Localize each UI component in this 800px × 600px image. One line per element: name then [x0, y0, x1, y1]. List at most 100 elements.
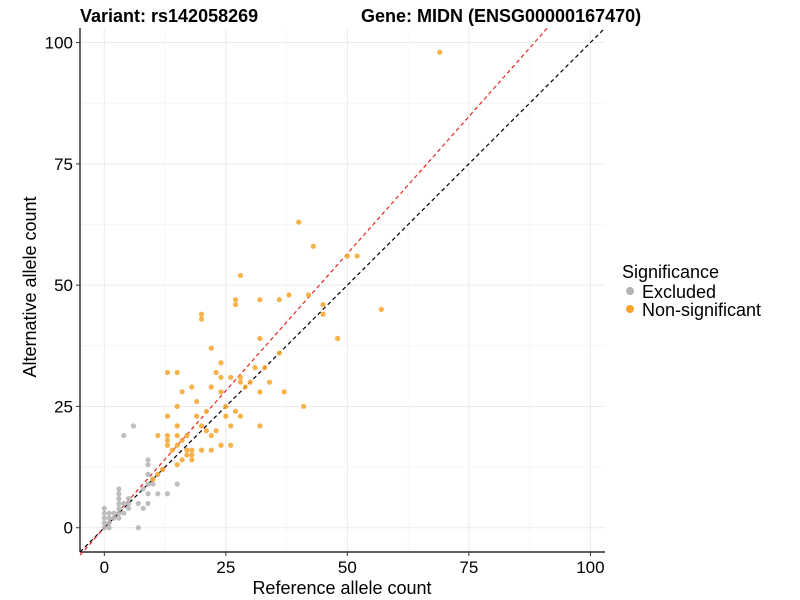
reference-line-fit: [79, 27, 548, 556]
point-excluded: [116, 500, 122, 507]
legend-label-excluded: Excluded: [642, 282, 716, 302]
x-tick-label: 75: [459, 558, 478, 577]
point-excluded: [150, 481, 156, 487]
y-tick-label: 50: [54, 276, 73, 295]
point-non-significant: [276, 350, 282, 356]
point-excluded: [101, 520, 107, 526]
point-excluded: [145, 500, 151, 507]
point-non-significant: [198, 423, 205, 429]
x-tick-label: 100: [576, 558, 604, 577]
point-non-significant: [218, 442, 224, 448]
reference-lines: [79, 27, 606, 556]
point-non-significant: [257, 335, 263, 342]
point-non-significant: [164, 437, 171, 444]
point-excluded: [140, 505, 146, 511]
point-non-significant: [223, 403, 229, 410]
y-tick-label: 25: [54, 397, 73, 416]
point-excluded: [116, 491, 122, 497]
point-non-significant: [208, 345, 214, 351]
legend-swatch-non-significant: [626, 305, 634, 313]
legend-swatch-excluded: [626, 287, 634, 295]
point-non-significant: [198, 316, 205, 322]
point-non-significant: [174, 403, 180, 410]
point-non-significant: [203, 428, 209, 434]
point-non-significant: [155, 432, 161, 439]
point-non-significant: [164, 413, 171, 419]
point-excluded: [145, 457, 151, 463]
point-non-significant: [179, 437, 185, 444]
point-non-significant: [208, 432, 214, 439]
point-non-significant: [305, 292, 312, 298]
point-excluded: [111, 510, 117, 516]
point-excluded: [101, 515, 107, 521]
point-non-significant: [232, 297, 239, 303]
point-non-significant: [184, 432, 190, 439]
point-excluded: [116, 515, 122, 521]
chart-title-variant: Variant: rs142058269: [80, 6, 258, 26]
point-non-significant: [310, 243, 316, 249]
point-excluded: [106, 510, 112, 516]
point-non-significant: [164, 432, 171, 439]
point-non-significant: [354, 253, 360, 259]
point-excluded: [145, 471, 151, 477]
y-tick-label: 75: [54, 155, 73, 174]
point-excluded: [106, 515, 112, 521]
point-excluded: [106, 520, 112, 526]
point-non-significant: [237, 413, 244, 419]
reference-line-identity: [79, 27, 606, 553]
y-axis-title: Alternative allele count: [20, 196, 40, 377]
point-excluded: [126, 505, 132, 511]
point-non-significant: [184, 447, 190, 453]
point-non-significant: [189, 447, 195, 453]
x-tick-label: 25: [216, 558, 235, 577]
point-non-significant: [174, 462, 180, 468]
point-non-significant: [276, 297, 282, 303]
point-excluded: [145, 462, 151, 468]
point-non-significant: [213, 369, 219, 376]
point-excluded: [116, 486, 122, 492]
point-non-significant: [237, 379, 244, 385]
point-excluded: [145, 491, 151, 497]
point-non-significant: [218, 360, 224, 366]
point-excluded: [106, 525, 112, 531]
point-excluded: [164, 491, 171, 497]
legend-title: Significance: [622, 262, 719, 282]
point-excluded: [101, 505, 107, 511]
point-non-significant: [174, 442, 180, 448]
point-non-significant: [208, 384, 214, 390]
point-non-significant: [344, 253, 350, 259]
data-points: [101, 49, 443, 531]
point-non-significant: [242, 384, 248, 390]
point-excluded: [140, 486, 146, 492]
point-non-significant: [218, 374, 224, 380]
point-non-significant: [179, 389, 185, 395]
point-non-significant: [174, 432, 180, 439]
legend-label-non-significant: Non-significant: [642, 300, 761, 320]
point-non-significant: [237, 272, 244, 279]
point-non-significant: [262, 365, 268, 371]
point-non-significant: [194, 398, 200, 405]
point-non-significant: [228, 423, 234, 429]
point-non-significant: [179, 457, 185, 463]
point-non-significant: [150, 476, 156, 482]
point-non-significant: [228, 374, 234, 380]
point-non-significant: [301, 403, 307, 410]
point-non-significant: [203, 408, 209, 414]
tick-labels: 0 25 50 75 100 0 25 50 75 100: [45, 34, 605, 577]
point-non-significant: [286, 292, 292, 298]
point-non-significant: [184, 452, 190, 458]
point-non-significant: [164, 369, 171, 376]
point-non-significant: [296, 219, 302, 225]
chart-title-gene: Gene: MIDN (ENSG00000167470): [361, 6, 641, 26]
point-non-significant: [257, 423, 263, 429]
point-non-significant: [257, 389, 263, 395]
point-non-significant: [194, 413, 200, 419]
point-non-significant: [320, 311, 326, 317]
point-non-significant: [189, 457, 195, 463]
point-non-significant: [378, 306, 384, 313]
x-tick-label: 50: [338, 558, 357, 577]
point-non-significant: [320, 301, 326, 308]
point-excluded: [111, 515, 117, 521]
point-excluded: [101, 525, 107, 531]
